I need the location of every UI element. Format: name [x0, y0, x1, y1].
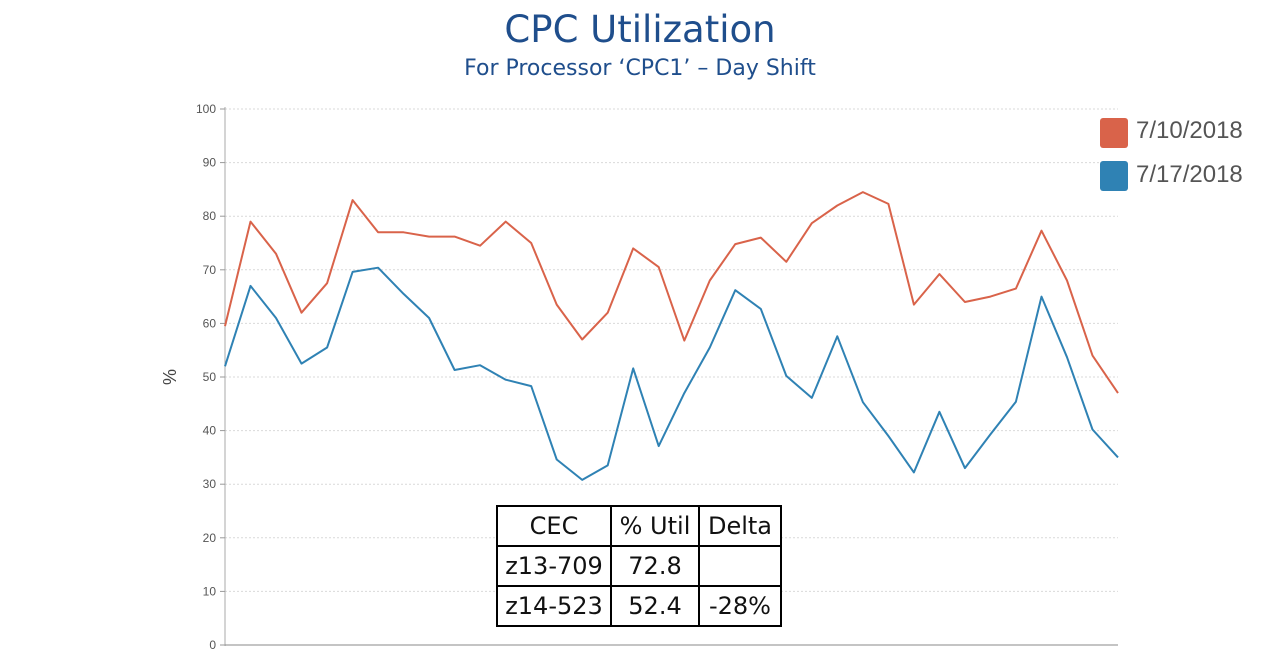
legend[interactable]: 7/10/2018 7/17/2018	[1100, 117, 1243, 191]
table-header-row: CEC % Util Delta	[496, 505, 782, 547]
series-lines	[224, 191, 1119, 481]
legend-label-7-10-2018[interactable]: 7/10/2018	[1136, 117, 1243, 144]
header-util: % Util	[610, 505, 700, 547]
y-tick-label: 90	[203, 156, 217, 170]
series-line-7-10-2018	[224, 191, 1119, 394]
cell-cec: z14-523	[496, 585, 612, 627]
y-tick-label: 10	[203, 584, 217, 598]
cell-util: 52.4	[610, 585, 700, 627]
table-row: z13-709 72.8	[496, 545, 782, 587]
legend-label-7-17-2018[interactable]: 7/17/2018	[1136, 161, 1243, 188]
y-axis-label: %	[160, 369, 180, 385]
cell-delta	[698, 545, 782, 587]
y-ticks: 0 10 20 30 40 50 60 70 80 90 100	[196, 102, 225, 652]
y-tick-label: 40	[203, 424, 217, 438]
series-line-7-17-2018	[224, 266, 1119, 481]
cell-cec: z13-709	[496, 545, 612, 587]
y-tick-label: 0	[209, 638, 216, 652]
y-tick-label: 30	[203, 477, 217, 491]
y-tick-label: 50	[203, 370, 217, 384]
cec-utilization-table: CEC % Util Delta z13-709 72.8 z14-523 52…	[496, 505, 782, 627]
header-cec: CEC	[496, 505, 612, 547]
y-tick-label: 20	[203, 531, 217, 545]
chart-subtitle: For Processor ‘CPC1’ – Day Shift	[464, 56, 816, 81]
cell-util: 72.8	[610, 545, 700, 587]
y-tick-label: 80	[203, 209, 217, 223]
y-tick-label: 70	[203, 263, 217, 277]
table-row: z14-523 52.4 -28%	[496, 585, 782, 627]
y-tick-label: 60	[203, 316, 217, 330]
y-tick-label: 100	[196, 102, 216, 116]
cell-delta: -28%	[698, 585, 782, 627]
header-delta: Delta	[698, 505, 782, 547]
gridlines	[225, 108, 1118, 592]
legend-swatch-7-17-2018[interactable]	[1100, 161, 1128, 191]
chart-title: CPC Utilization	[504, 8, 776, 51]
legend-swatch-7-10-2018[interactable]	[1100, 118, 1128, 148]
